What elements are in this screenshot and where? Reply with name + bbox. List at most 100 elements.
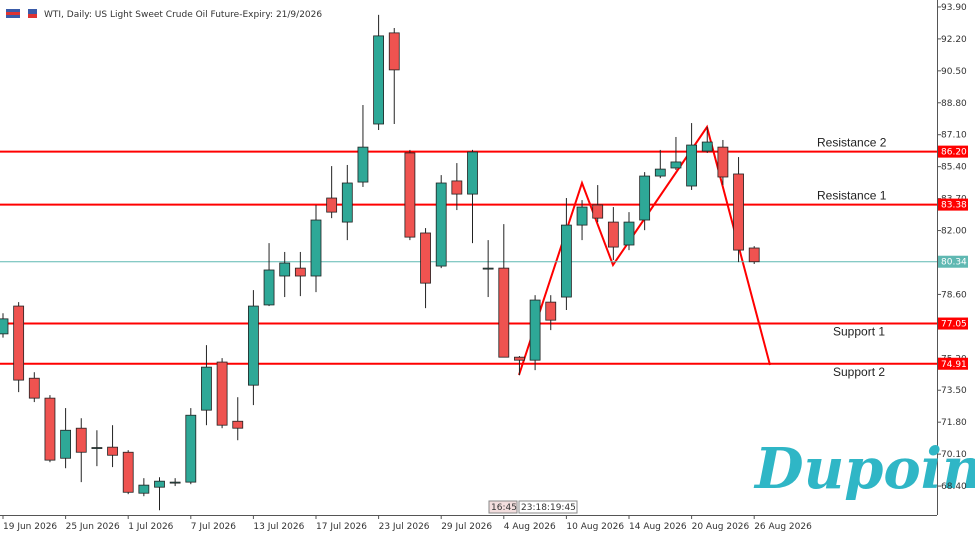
level-label-bg (938, 317, 968, 330)
candle-body (0, 318, 9, 335)
candle-body (467, 151, 478, 195)
candle-body (216, 361, 228, 426)
x-tick-label: 19 Jun 2026 (3, 522, 57, 532)
candle-body (28, 377, 40, 399)
level-label-bg (938, 357, 968, 370)
x-tick-label: 20 Aug 2026 (692, 522, 750, 532)
chart-title: WTI, Daily: US Light Sweet Crude Oil Fut… (44, 10, 322, 20)
candle-body (107, 446, 118, 456)
candle-body (733, 173, 744, 251)
x-tick-label: 4 Aug 2026 (504, 522, 556, 532)
level-label: 80.34 (941, 258, 967, 268)
candle-body (686, 144, 697, 187)
candle-body (701, 141, 713, 152)
candle-body (404, 152, 416, 238)
candle-body (75, 427, 87, 453)
y-tick-label: 93.90 (941, 3, 967, 13)
y-tick-label: 92.20 (941, 35, 967, 45)
y-tick-label: 85.40 (941, 163, 967, 173)
time-box (488, 500, 518, 514)
y-tick-label: 87.10 (941, 131, 967, 141)
candle-body (514, 356, 525, 361)
candle-body (91, 447, 103, 449)
candle-body (357, 146, 369, 183)
candle-body (294, 267, 306, 277)
candle-body (341, 182, 353, 223)
candle-body (169, 481, 181, 484)
pattern-line (518, 124, 771, 376)
x-tick-label: 23 Jul 2026 (379, 522, 430, 532)
candle-body (482, 267, 494, 270)
y-tick-label: 82.00 (941, 227, 967, 237)
level-label: 86.20 (941, 148, 967, 158)
level-label: 77.05 (941, 320, 967, 330)
y-tick-label: 71.80 (941, 418, 967, 428)
y-tick-label: 68.40 (941, 482, 967, 492)
x-tick-label: 14 Aug 2026 (629, 522, 687, 532)
candle-body (201, 366, 212, 411)
time-box (518, 500, 578, 514)
candle-body (326, 197, 338, 213)
candle-body (670, 161, 682, 169)
candle-body (373, 35, 385, 125)
candle-body (185, 414, 197, 483)
level-label-bg (938, 145, 968, 158)
time-boxes: 16:45 23:18:19:45 (488, 500, 578, 514)
x-tick-label: 29 Jul 2026 (441, 522, 492, 532)
x-tick-label: 17 Jul 2026 (316, 522, 367, 532)
y-tick-label: 73.50 (941, 386, 967, 396)
candle-body (138, 484, 150, 494)
symbol-icon (6, 9, 37, 18)
candle-body (60, 429, 71, 459)
candle-body (122, 451, 134, 493)
y-tick-label: 70.10 (941, 450, 967, 460)
candle-body (592, 204, 604, 219)
x-tick-label: 1 Jul 2026 (128, 522, 173, 532)
level-name: Support 1 (833, 325, 885, 339)
x-tick-label: 10 Aug 2026 (566, 522, 624, 532)
candle-body (654, 168, 666, 177)
candle-body (435, 182, 447, 267)
level-label: 83.38 (941, 201, 967, 211)
candle-body (623, 221, 635, 246)
x-tick-label: 26 Aug 2026 (754, 522, 812, 532)
level-label-bg (938, 198, 968, 211)
candle-body (420, 232, 431, 284)
candle-body (279, 262, 291, 277)
x-tick-label: 13 Jul 2026 (253, 522, 304, 532)
candle-body (639, 175, 651, 221)
level-name: Support 2 (833, 365, 885, 379)
candle-body (717, 146, 729, 178)
time-box-text: 16:45 (491, 503, 517, 513)
level-name: Resistance 1 (817, 189, 887, 203)
time-box-text: 23:18:19:45 (521, 503, 576, 513)
candle-body (498, 267, 510, 358)
candle-body (263, 269, 275, 306)
candle-body (748, 247, 760, 263)
candle-body (529, 299, 541, 361)
level-label-bg (938, 255, 968, 268)
candle-body (607, 221, 619, 248)
x-tick-label: 25 Jun 2026 (66, 522, 120, 532)
candle-body (154, 480, 165, 488)
candle-body (388, 32, 400, 71)
candle-body (561, 224, 572, 298)
candle-body (576, 206, 588, 226)
y-tick-label: 90.50 (941, 67, 967, 77)
candle-body (44, 397, 56, 461)
level-name: Resistance 2 (817, 136, 887, 150)
y-tick-label: 78.60 (941, 290, 967, 300)
logo: Dupoin (753, 436, 975, 502)
candle-body (310, 219, 322, 277)
x-tick-label: 7 Jul 2026 (191, 522, 236, 532)
level-label: 74.91 (941, 360, 967, 370)
y-tick-label: 88.80 (941, 99, 967, 109)
candle-body (13, 305, 25, 381)
candle-body (247, 305, 259, 386)
candle-body (451, 180, 463, 195)
candle-body (232, 420, 244, 429)
candle-body (545, 301, 557, 321)
